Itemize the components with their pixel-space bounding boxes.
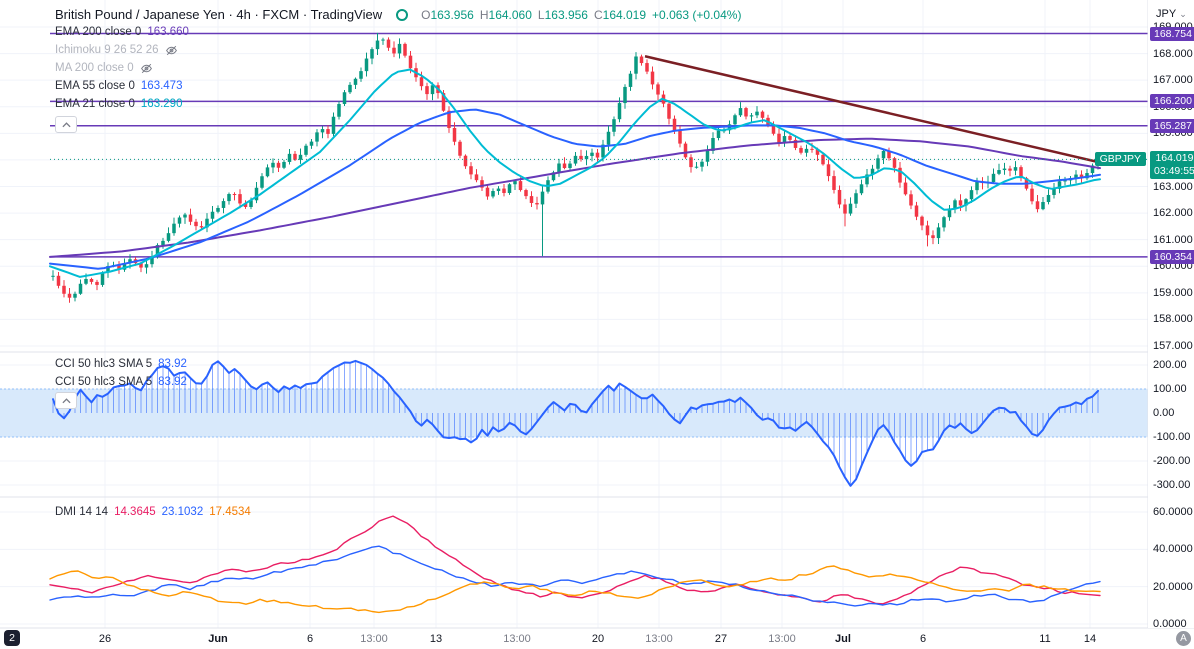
axis-tick-label: 0.0000: [1153, 618, 1187, 630]
price-axis[interactable]: 168.754 166.200 165.287 160.354 164.019 …: [1148, 0, 1194, 630]
axis-tick-label: 161.000: [1153, 233, 1193, 246]
legend-label: Ichimoku 9 26 52 26: [55, 44, 159, 56]
legend-label: MA 200 close 0: [55, 62, 134, 74]
high-value: 164.060: [488, 7, 532, 22]
axis-tick-label: 100.00: [1153, 383, 1187, 395]
change-value: +0.063 (+0.04%): [652, 7, 742, 22]
current-price-badge: 164.019 03:49:55: [1150, 151, 1194, 180]
current-price-value: 164.019: [1155, 152, 1194, 165]
chevron-down-icon: ⌄: [1179, 8, 1187, 19]
autoscale-toggle[interactable]: A: [1176, 631, 1191, 646]
axis-tick-label: 158.000: [1153, 313, 1193, 326]
currency-label: JPY: [1156, 8, 1177, 20]
close-label: C: [593, 7, 603, 22]
legend-value: 163.660: [147, 26, 189, 38]
legend-value: 17.4534: [209, 506, 251, 518]
time-tick-label: 20: [591, 633, 605, 645]
legend-value: 163.473: [140, 80, 183, 92]
open-value: 163.956: [430, 7, 474, 22]
quote-dot-icon: [396, 8, 409, 21]
time-axis[interactable]: 26 Jun 6 13:00 13 13:00 20 13:00 27 13:00 Jul 6 11 14: [0, 629, 1194, 649]
high-label: H: [479, 7, 489, 22]
time-tick-label: 13:00: [503, 633, 531, 645]
chart-header: British Pound / Japanese Yen · 4h · FXCM…: [55, 7, 741, 22]
legend-value: 163.290: [140, 98, 183, 110]
level-badge: 165.287: [1150, 118, 1194, 133]
axis-tick-label: -100.00: [1153, 431, 1191, 443]
level-badge: 160.354: [1150, 249, 1194, 264]
time-tick-label: 13:00: [360, 633, 388, 645]
legend-value: 23.1032: [161, 506, 204, 518]
close-value: 164.019: [602, 7, 647, 22]
legend-ema55[interactable]: EMA 55 close 0 163.473: [55, 78, 182, 94]
chevron-up-icon: [61, 121, 71, 127]
legend-ma200[interactable]: MA 200 close 0: [55, 60, 153, 76]
legend-label: DMI 14 14: [55, 506, 109, 518]
time-tick-label: Jun: [208, 633, 228, 645]
time-tick-label: 13: [429, 633, 443, 645]
legend-value: 83.92: [158, 376, 187, 388]
open-label: O: [421, 7, 431, 22]
legend-label: EMA 200 close 0: [55, 26, 142, 38]
axis-tick-label: 0.00: [1153, 407, 1175, 419]
legend-ema21[interactable]: EMA 21 close 0 163.290: [55, 96, 182, 112]
axis-tick-label: 167.000: [1153, 74, 1193, 87]
axis-tick-label: -300.00: [1153, 479, 1191, 491]
legend-cci-1[interactable]: CCI 50 hlc3 SMA 5 83.92: [55, 356, 187, 372]
axis-tick-label: 20.0000: [1153, 580, 1193, 593]
collapse-legend-button[interactable]: [55, 116, 77, 133]
time-tick-label: 14: [1083, 633, 1097, 645]
ohlc-values: O 163.956 H 164.060 L 163.956 C 164.019 +0.0…: [415, 8, 741, 22]
axis-tick-label: 157.000: [1153, 340, 1193, 352]
legend-label: EMA 55 close 0: [55, 80, 135, 92]
legend-label: EMA 21 close 0: [55, 98, 135, 110]
legend-label: CCI 50 hlc3 SMA 5: [55, 376, 153, 388]
time-tick-label: 27: [714, 633, 728, 645]
axis-tick-label: 162.000: [1153, 207, 1193, 220]
axis-tick-label: 200.00: [1153, 359, 1187, 371]
legend-ema200[interactable]: EMA 200 close 0 163.660: [55, 24, 189, 40]
axis-tick-label: -200.00: [1153, 455, 1191, 467]
legend-label: CCI 50 hlc3 SMA 5: [55, 358, 153, 370]
low-label: L: [537, 7, 545, 22]
axis-tick-label: 60.0000: [1153, 506, 1193, 518]
legend-value: 83.92: [158, 358, 187, 370]
time-tick-label: 26: [98, 633, 112, 645]
axis-tick-label: 40.0000: [1153, 543, 1193, 556]
eye-off-icon[interactable]: [165, 44, 178, 57]
time-tick-label: 6: [919, 633, 927, 645]
bar-countdown: 03:49:55: [1154, 165, 1194, 178]
legend-ichimoku[interactable]: Ichimoku 9 26 52 26: [55, 42, 178, 58]
time-tick-label: Jul: [835, 633, 851, 645]
eye-off-icon[interactable]: [140, 62, 153, 75]
axis-tick-label: 163.000: [1153, 180, 1193, 193]
time-tick-label: 6: [306, 633, 314, 645]
axis-tick-label: 168.000: [1153, 47, 1193, 60]
symbol-price-label: GBPJPY: [1094, 152, 1146, 167]
time-tick-label: 13:00: [768, 633, 796, 645]
legend-dmi[interactable]: DMI 14 14 14.3645 23.1032 17.4534: [55, 504, 251, 520]
time-tick-label: 11: [1039, 633, 1051, 645]
low-value: 163.956: [544, 7, 588, 22]
collapse-cci-button[interactable]: [55, 392, 77, 409]
time-tick-label: 13:00: [645, 633, 673, 645]
axis-tick-label: 159.000: [1153, 286, 1193, 299]
layout-number-badge[interactable]: 2: [4, 630, 20, 646]
chevron-up-icon: [61, 397, 71, 403]
level-badge: 166.200: [1150, 94, 1194, 109]
level-badge: 168.754: [1150, 26, 1194, 41]
currency-selector[interactable]: JPY ⌄: [1156, 8, 1187, 20]
symbol-title[interactable]: British Pound / Japanese Yen · 4h · FXCM…: [55, 7, 383, 22]
legend-value: 14.3645: [114, 506, 156, 518]
legend-cci-2[interactable]: CCI 50 hlc3 SMA 5 83.92: [55, 374, 187, 390]
